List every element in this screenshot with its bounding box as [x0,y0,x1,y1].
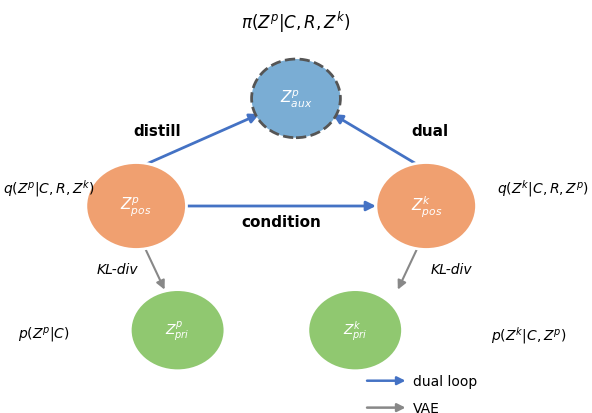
Text: KL-div: KL-div [96,262,138,276]
Text: distill: distill [133,124,181,139]
Text: $Z^p_{pri}$: $Z^p_{pri}$ [165,318,190,342]
Text: $Z^k_{pri}$: $Z^k_{pri}$ [343,318,368,342]
Text: $q(Z^p|C,R,Z^k)$: $q(Z^p|C,R,Z^k)$ [3,178,95,198]
Text: $Z^k_{pos}$: $Z^k_{pos}$ [410,194,442,219]
Ellipse shape [130,290,225,371]
Text: VAE: VAE [413,401,440,413]
Ellipse shape [252,60,340,138]
Ellipse shape [308,290,403,371]
Text: $Z^p_{pos}$: $Z^p_{pos}$ [120,195,152,218]
Ellipse shape [376,163,477,250]
Text: dual: dual [411,124,449,139]
Text: $Z^p_{aux}$: $Z^p_{aux}$ [280,89,312,109]
Text: dual loop: dual loop [413,374,478,388]
Text: $q(Z^k|C,R,Z^p)$: $q(Z^k|C,R,Z^p)$ [497,178,589,198]
Ellipse shape [86,163,186,250]
Text: $\pi(Z^p|C,R,Z^k)$: $\pi(Z^p|C,R,Z^k)$ [241,10,351,35]
Text: condition: condition [242,215,321,230]
Text: $p(Z^p|C)$: $p(Z^p|C)$ [18,325,70,344]
Text: $p(Z^k|C,Z^p)$: $p(Z^k|C,Z^p)$ [491,324,567,345]
Text: KL-div: KL-div [430,262,472,276]
